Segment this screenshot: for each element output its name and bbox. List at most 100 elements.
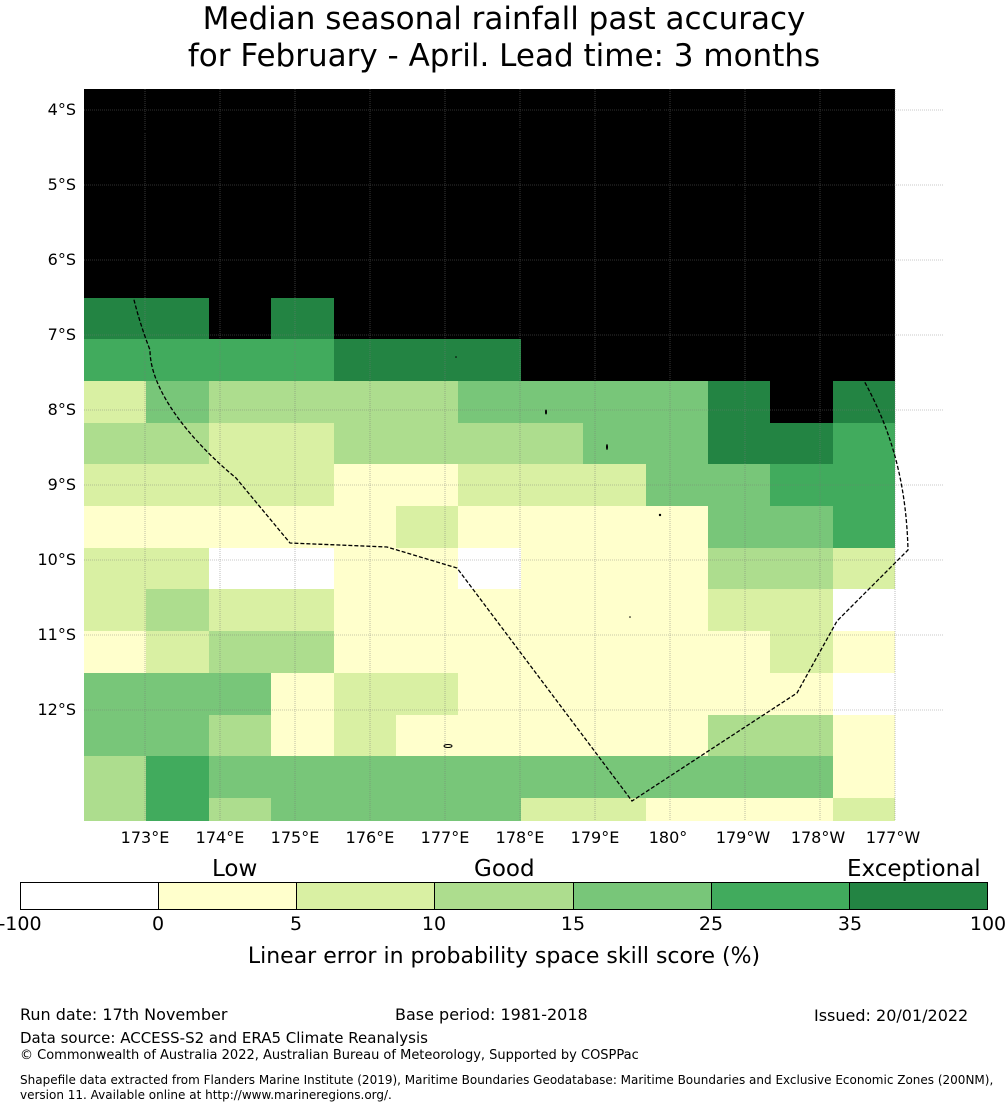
grid-cell <box>521 381 583 423</box>
grid-cell <box>209 715 271 756</box>
grid-cell <box>396 548 458 589</box>
lat-label: 12°S <box>37 700 76 719</box>
grid-cell <box>583 673 646 715</box>
grid-cell <box>646 131 708 172</box>
grid-cell <box>770 423 833 464</box>
grid-cell <box>833 172 895 214</box>
grid-cell <box>209 256 271 298</box>
grid-cell <box>84 214 146 256</box>
grid-cell <box>458 464 521 506</box>
category-low: Low <box>212 856 258 882</box>
grid-cell <box>770 256 833 298</box>
issued-date: Issued: 20/01/2022 <box>814 1006 969 1025</box>
grid-cell <box>833 256 895 298</box>
lat-label: 10°S <box>37 550 76 569</box>
grid-cell <box>84 423 146 464</box>
grid-cell <box>271 131 334 172</box>
grid-cell <box>84 256 146 298</box>
grid-cell <box>583 506 646 548</box>
colorbar-tick: -100 <box>0 913 42 935</box>
grid-cell <box>209 298 271 339</box>
grid-cell <box>708 798 770 821</box>
grid-cell <box>334 673 396 715</box>
colorbar-tick: 10 <box>421 913 447 935</box>
grid-cell <box>271 172 334 214</box>
grid-cell <box>146 798 209 821</box>
lat-label: 6°S <box>47 250 76 269</box>
island <box>658 513 662 517</box>
shapefile-credit-line-1: Shapefile data extracted from Flanders M… <box>20 1073 994 1087</box>
grid-cell <box>209 381 271 423</box>
colorbar-tick: 100 <box>969 913 1007 935</box>
grid-cell <box>646 548 708 589</box>
grid-cell <box>583 172 646 214</box>
grid-cell <box>583 298 646 339</box>
grid-cell <box>521 214 583 256</box>
grid-cell <box>396 256 458 298</box>
grid-cell <box>708 256 770 298</box>
grid-cell <box>770 172 833 214</box>
grid-cell <box>833 715 895 756</box>
grid-cell <box>521 548 583 589</box>
colorbar-segment <box>21 883 160 909</box>
grid-cell <box>396 214 458 256</box>
grid-cell <box>334 423 396 464</box>
island <box>465 268 467 270</box>
grid-cell <box>770 798 833 821</box>
grid-cell <box>770 381 833 423</box>
grid-cell <box>334 548 396 589</box>
colorbar-segment <box>849 883 987 909</box>
lon-label: 177°E <box>420 828 470 847</box>
grid-cell <box>770 339 833 381</box>
grid-cell <box>396 798 458 821</box>
grid-cell <box>271 256 334 298</box>
grid-cell <box>84 631 146 673</box>
grid-cells <box>84 89 895 821</box>
grid-cell <box>458 423 521 464</box>
grid-cell <box>209 172 271 214</box>
grid-cell <box>646 673 708 715</box>
grid-cell <box>770 131 833 172</box>
grid-cell <box>334 715 396 756</box>
grid-cell <box>271 798 334 821</box>
colorbar-segment <box>435 883 574 909</box>
grid-cell <box>84 715 146 756</box>
colorbar-segment <box>711 883 850 909</box>
copyright: © Commonwealth of Australia 2022, Austra… <box>20 1048 639 1063</box>
grid-cell <box>271 381 334 423</box>
grid-cell <box>833 631 895 673</box>
grid-cell <box>146 464 209 506</box>
grid-cell <box>646 172 708 214</box>
grid-cell <box>84 506 146 548</box>
island <box>393 282 395 284</box>
grid-cell <box>209 589 271 631</box>
grid-cell <box>770 464 833 506</box>
grid-cell <box>146 673 209 715</box>
grid-cell <box>833 339 895 381</box>
grid-cell <box>84 381 146 423</box>
category-good: Good <box>474 856 535 882</box>
grid-cell <box>708 548 770 589</box>
grid-cell <box>396 131 458 172</box>
grid-cell <box>458 131 521 172</box>
grid-cell <box>146 756 209 798</box>
grid-cell <box>646 214 708 256</box>
grid-cell <box>521 589 583 631</box>
grid-cell <box>209 214 271 256</box>
grid-cell <box>84 673 146 715</box>
lat-label: 5°S <box>47 175 76 194</box>
colorbar <box>20 882 988 910</box>
colorbar-segment <box>573 883 712 909</box>
grid-cell <box>209 548 271 589</box>
grid-cell <box>146 298 209 339</box>
grid-cell <box>521 506 583 548</box>
lon-label: 174°E <box>195 828 245 847</box>
grid-cell <box>833 756 895 798</box>
grid-cell <box>396 506 458 548</box>
grid-cell <box>146 589 209 631</box>
grid-cell <box>271 298 334 339</box>
grid-cell <box>833 381 895 423</box>
title-line-2: for February - April. Lead time: 3 month… <box>187 38 821 74</box>
grid-cell <box>146 548 209 589</box>
lon-label: 179°E <box>570 828 620 847</box>
